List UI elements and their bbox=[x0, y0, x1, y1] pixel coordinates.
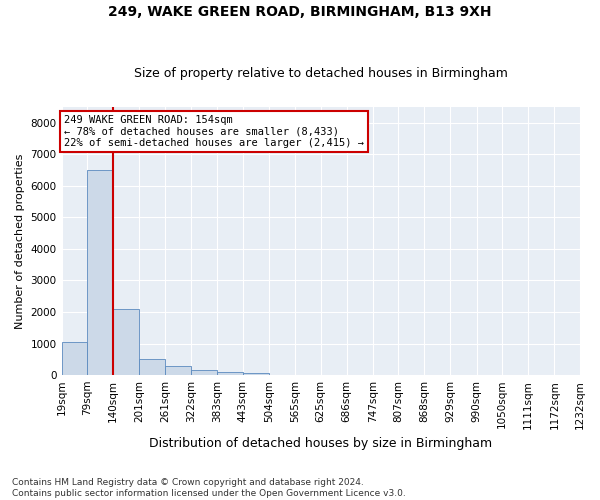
Bar bbox=[243, 374, 269, 375]
Bar bbox=[113, 309, 139, 375]
Bar bbox=[165, 366, 191, 375]
X-axis label: Distribution of detached houses by size in Birmingham: Distribution of detached houses by size … bbox=[149, 437, 493, 450]
Bar bbox=[217, 372, 243, 375]
Text: 249, WAKE GREEN ROAD, BIRMINGHAM, B13 9XH: 249, WAKE GREEN ROAD, BIRMINGHAM, B13 9X… bbox=[108, 5, 492, 19]
Bar bbox=[87, 170, 113, 375]
Title: Size of property relative to detached houses in Birmingham: Size of property relative to detached ho… bbox=[134, 66, 508, 80]
Text: Contains HM Land Registry data © Crown copyright and database right 2024.
Contai: Contains HM Land Registry data © Crown c… bbox=[12, 478, 406, 498]
Bar bbox=[62, 342, 87, 375]
Bar bbox=[139, 360, 165, 375]
Text: 249 WAKE GREEN ROAD: 154sqm
← 78% of detached houses are smaller (8,433)
22% of : 249 WAKE GREEN ROAD: 154sqm ← 78% of det… bbox=[64, 115, 364, 148]
Bar bbox=[191, 370, 217, 375]
Y-axis label: Number of detached properties: Number of detached properties bbox=[15, 154, 25, 328]
